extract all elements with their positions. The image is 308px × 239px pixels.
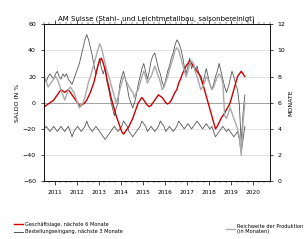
Legend: Geschäftslage, nächste 6 Monate, Bestellungseingang, nächste 3 Monate: Geschäftslage, nächste 6 Monate, Bestell… [12,220,125,237]
Legend: Reichweite der Produktion
(in Monaten): Reichweite der Produktion (in Monaten) [224,222,306,237]
Y-axis label: MONATE: MONATE [288,89,293,116]
Title: AM Suisse (Stahl– und Leichtmetallbau, saisonbereinigt): AM Suisse (Stahl– und Leichtmetallbau, s… [58,15,255,22]
Y-axis label: SALDO IN %: SALDO IN % [15,84,20,122]
